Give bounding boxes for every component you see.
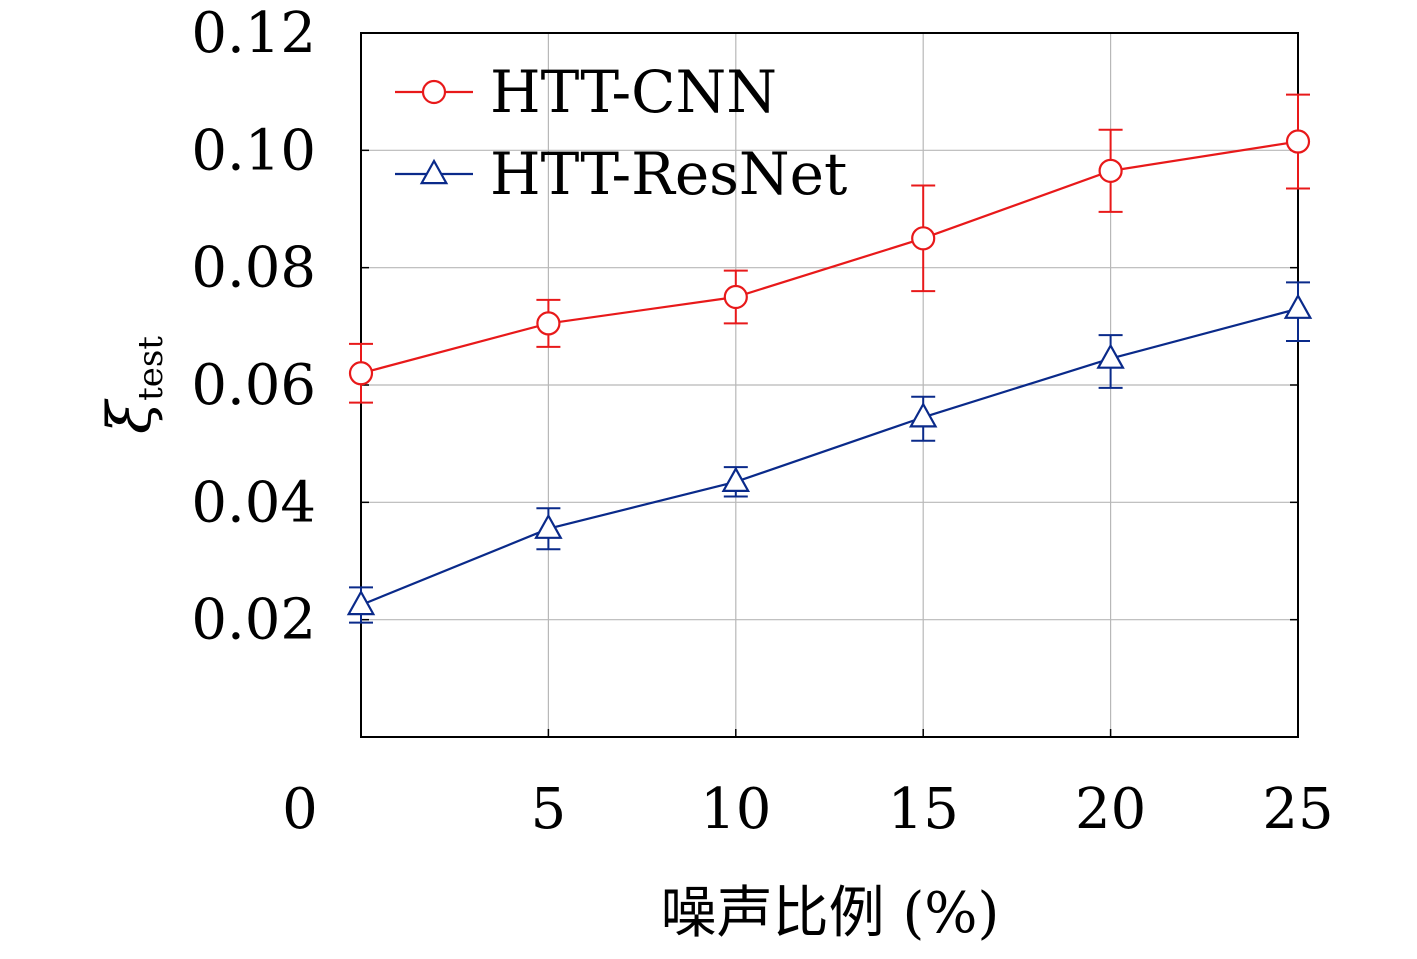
data-point-marker: [908, 402, 938, 428]
legend-marker: [421, 79, 447, 105]
legend-item-htt-cnn: HTT-CNN: [395, 58, 777, 126]
data-point-marker: [723, 284, 748, 310]
legend: HTT-CNN HTT-ResNet: [395, 58, 847, 208]
y-tick-label: 0.12: [191, 1, 316, 66]
x-tick-labels: 0 5 10 15 20 25: [282, 777, 1333, 842]
legend-label: HTT-CNN: [490, 58, 777, 126]
legend-item-htt-resnet: HTT-ResNet: [395, 140, 847, 208]
y-axis-label-symbol: ξ: [95, 398, 165, 434]
x-tick-label: 20: [1075, 777, 1146, 842]
grid-lines: [361, 32, 1298, 737]
data-point-marker: [536, 311, 561, 336]
data-point-marker: [911, 226, 936, 251]
data-point-marker: [1285, 129, 1311, 154]
data-point-marker: [534, 513, 563, 539]
y-tick-label: 0.10: [191, 118, 316, 183]
series-htt-cnn: [348, 93, 1311, 404]
y-tick-label: 0.02: [191, 588, 316, 653]
series-layer: [346, 93, 1313, 624]
data-point-marker: [348, 361, 374, 386]
y-tick-label: 0.08: [191, 236, 316, 301]
y-tick-label: 0.06: [191, 353, 316, 418]
y-tick-labels: 0.02 0.04 0.06 0.08 0.10 0.12: [191, 1, 316, 653]
series-line: [360, 140, 1299, 375]
x-tick-label: 15: [888, 777, 959, 842]
data-point-marker: [1098, 158, 1123, 183]
data-point-marker: [346, 589, 376, 616]
y-axis-label: ξtest: [95, 336, 171, 434]
series-line: [360, 307, 1299, 607]
series-htt-resnet: [346, 281, 1313, 624]
legend-marker: [419, 158, 449, 185]
y-axis-label-subscript: test: [131, 336, 171, 401]
data-point-marker: [721, 466, 751, 492]
x-tick-label: 10: [700, 777, 771, 842]
y-tick-label: 0.04: [191, 470, 316, 535]
data-point-marker: [1096, 343, 1125, 369]
x-tick-label: 25: [1262, 777, 1333, 842]
x-tick-label: 0: [282, 777, 318, 842]
x-axis-label: 噪声比例 (%): [661, 881, 1000, 946]
data-point-marker: [1283, 293, 1313, 319]
legend-label: HTT-ResNet: [490, 140, 847, 208]
x-tick-label: 5: [531, 777, 567, 842]
